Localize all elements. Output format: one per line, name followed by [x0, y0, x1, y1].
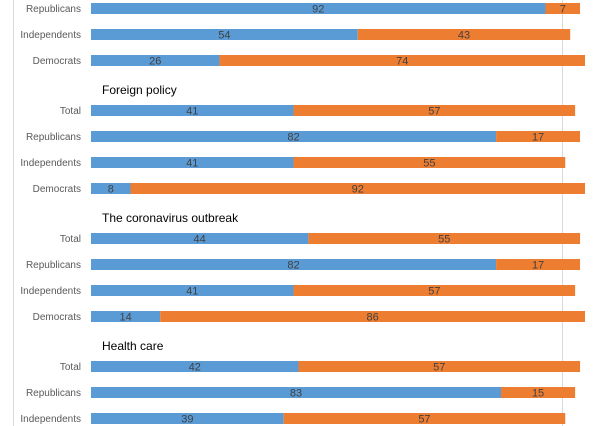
bar-value-label: 42 — [189, 362, 201, 374]
bar-segment-orange — [357, 29, 571, 40]
bar-segment-orange — [501, 387, 576, 398]
bar-value-label: 41 — [186, 286, 198, 298]
section-title: Foreign policy — [102, 83, 177, 97]
bar-segment-blue — [91, 387, 502, 398]
bar-segment-blue — [91, 285, 294, 296]
bar-value-label: 82 — [287, 260, 299, 272]
row-label: Total — [60, 362, 81, 373]
row-label: Democrats — [33, 312, 81, 323]
bar-value-label: 55 — [423, 158, 435, 170]
bar-value-label: 92 — [352, 184, 364, 196]
row-label: Republicans — [26, 260, 81, 271]
bar-value-label: 54 — [218, 30, 230, 42]
row-label: Republicans — [26, 4, 81, 15]
bar-value-label: 43 — [458, 30, 470, 42]
bar-segment-orange — [293, 157, 566, 168]
bar-value-label: 83 — [290, 388, 302, 400]
bar-segment-orange — [496, 131, 581, 142]
bar-value-label: 82 — [287, 132, 299, 144]
bar-segment-blue — [91, 311, 161, 322]
bar-value-label: 39 — [181, 414, 193, 426]
bar-segment-orange — [219, 55, 585, 66]
bar-segment-blue — [91, 361, 299, 372]
bar-value-label: 74 — [396, 56, 408, 68]
bar-value-label: 86 — [366, 312, 378, 324]
bar-value-label: 55 — [438, 234, 450, 246]
bar-segment-orange — [298, 361, 581, 372]
bar-segment-blue — [91, 413, 284, 424]
bar-segment-orange — [545, 3, 581, 14]
bar-segment-blue — [91, 233, 309, 244]
bar-value-label: 57 — [433, 362, 445, 374]
bar-segment-blue — [91, 105, 294, 116]
bar-segment-orange — [283, 413, 566, 424]
bar-value-label: 8 — [108, 184, 114, 196]
bar-value-label: 44 — [194, 234, 206, 246]
bar-value-label: 26 — [149, 56, 161, 68]
bar-value-label: 14 — [119, 312, 131, 324]
row-label: Total — [60, 106, 81, 117]
bar-value-label: 57 — [428, 286, 440, 298]
bar-value-label: 15 — [532, 388, 544, 400]
row-label: Republicans — [26, 388, 81, 399]
bar-segment-blue — [91, 259, 497, 270]
row-label: Independents — [20, 30, 81, 41]
bar-value-label: 57 — [428, 106, 440, 118]
row-label: Democrats — [33, 184, 81, 195]
bar-segment-blue — [91, 131, 497, 142]
section-title: Health care — [102, 339, 164, 353]
bar-segment-orange — [293, 105, 576, 116]
row-label: Total — [60, 234, 81, 245]
row-label: Independents — [20, 158, 81, 169]
bar-value-label: 41 — [186, 106, 198, 118]
row-label: Republicans — [26, 132, 81, 143]
bar-value-label: 17 — [532, 132, 544, 144]
bar-value-label: 92 — [312, 4, 324, 16]
bar-segment-orange — [496, 259, 581, 270]
bar-value-label: 57 — [418, 414, 430, 426]
bar-segment-orange — [308, 233, 581, 244]
bar-segment-blue — [91, 157, 294, 168]
bar-value-label: 17 — [532, 260, 544, 272]
bar-segment-blue — [91, 3, 546, 14]
row-label: Democrats — [33, 56, 81, 67]
bar-segment-blue — [91, 29, 358, 40]
bar-segment-blue — [91, 183, 131, 194]
bar-value-label: 7 — [560, 4, 566, 16]
bar-value-label: 41 — [186, 158, 198, 170]
bar-segment-orange — [130, 183, 585, 194]
bar-segment-orange — [160, 311, 585, 322]
section-title: The coronavirus outbreak — [102, 211, 239, 225]
row-label: Independents — [20, 286, 81, 297]
bar-segment-orange — [293, 285, 576, 296]
bar-segment-blue — [91, 55, 220, 66]
row-label: Independents — [20, 414, 81, 425]
